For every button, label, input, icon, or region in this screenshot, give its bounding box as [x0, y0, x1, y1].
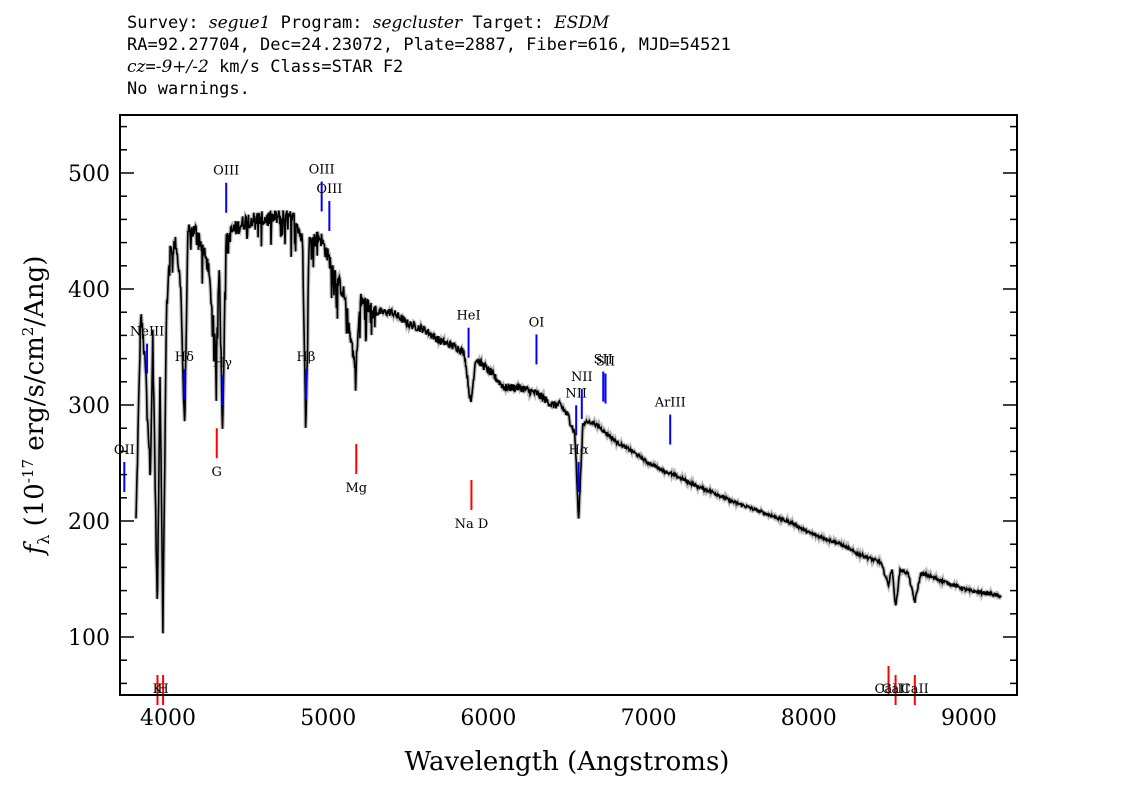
- y-tick-label: 400: [68, 278, 110, 303]
- axes-layer: 4000 5000 6000 7000 8000 9000 100 200 300 400 500: [68, 114, 1018, 731]
- absorption-line-label: Na D: [455, 517, 489, 532]
- absorption-line-label: K: [153, 682, 163, 697]
- cz-equals: =: [145, 57, 156, 77]
- class-text: km/s Class=STAR F2: [208, 57, 404, 77]
- x-tick-label: 9000: [941, 706, 997, 731]
- x-tick-label: 4000: [140, 706, 196, 731]
- spectrum-line: [135, 210, 1002, 634]
- emission-line-label: OII: [114, 443, 135, 458]
- x-axis-label: Wavelength (Angstroms): [405, 747, 730, 777]
- absorption-line-label: H: [157, 682, 168, 697]
- emission-line-label: Hα: [569, 443, 589, 458]
- x-tick-label: 8000: [781, 706, 837, 731]
- emission-line-label: OIII: [213, 164, 239, 179]
- spectrum-layer: [134, 209, 1003, 634]
- emission-line-label: NeIII: [130, 325, 164, 340]
- emission-line-label: Hβ: [297, 350, 316, 365]
- emission-line-label: Hδ: [175, 350, 194, 365]
- header-line-survey: Survey: segue1 Program: segcluster Targe…: [127, 12, 731, 34]
- absorption-line-label: CaII: [882, 682, 910, 697]
- emission-line-label: Hγ: [213, 356, 232, 371]
- absorption-line-label: Mg: [345, 481, 367, 496]
- emission-line-label: OI: [529, 315, 545, 330]
- absorption-line-label: G: [212, 465, 222, 480]
- target-value: ESDM: [554, 13, 610, 33]
- absorption-line-label: CaII: [901, 682, 929, 697]
- x-tick-label: 5000: [300, 706, 356, 731]
- program-value: segcluster: [372, 13, 463, 33]
- plot-header: Survey: segue1 Program: segcluster Targe…: [127, 12, 731, 100]
- plot-frame: [119, 114, 1018, 696]
- x-tick-label: 6000: [460, 706, 516, 731]
- emission-line-label: HeI: [456, 309, 480, 324]
- cz-symbol: cz: [127, 57, 146, 77]
- emission-line-label: OIII: [309, 162, 335, 177]
- header-line-coords: RA=92.27704, Dec=24.23072, Plate=2887, F…: [127, 35, 731, 55]
- program-prefix: Program:: [270, 13, 373, 33]
- y-tick-label: 300: [68, 394, 110, 419]
- target-prefix: Target:: [462, 13, 555, 33]
- emission-line-label: ArIII: [654, 396, 686, 411]
- emission-line-label: NII: [571, 370, 593, 385]
- y-tick-label: 200: [68, 510, 110, 535]
- y-tick-label: 500: [68, 162, 110, 187]
- emission-line-label: SII: [594, 353, 613, 368]
- emission-line-label: NII: [565, 386, 587, 401]
- survey-prefix: Survey:: [127, 13, 209, 33]
- x-tick-label: 7000: [621, 706, 677, 731]
- spectrum-error-band: [134, 209, 1003, 634]
- cz-value: -9+/-2: [155, 57, 209, 77]
- y-axis-label: fλ (10-17 erg/s/cm2/Ang): [19, 256, 53, 557]
- header-line-redshift: cz=-9+/-2 km/s Class=STAR F2: [127, 56, 731, 78]
- emission-line-label: OIII: [316, 182, 342, 197]
- header-line-warnings: No warnings.: [127, 79, 250, 99]
- survey-value: segue1: [208, 13, 271, 33]
- emission-line-label: SII: [596, 355, 615, 370]
- y-tick-label: 100: [68, 626, 110, 651]
